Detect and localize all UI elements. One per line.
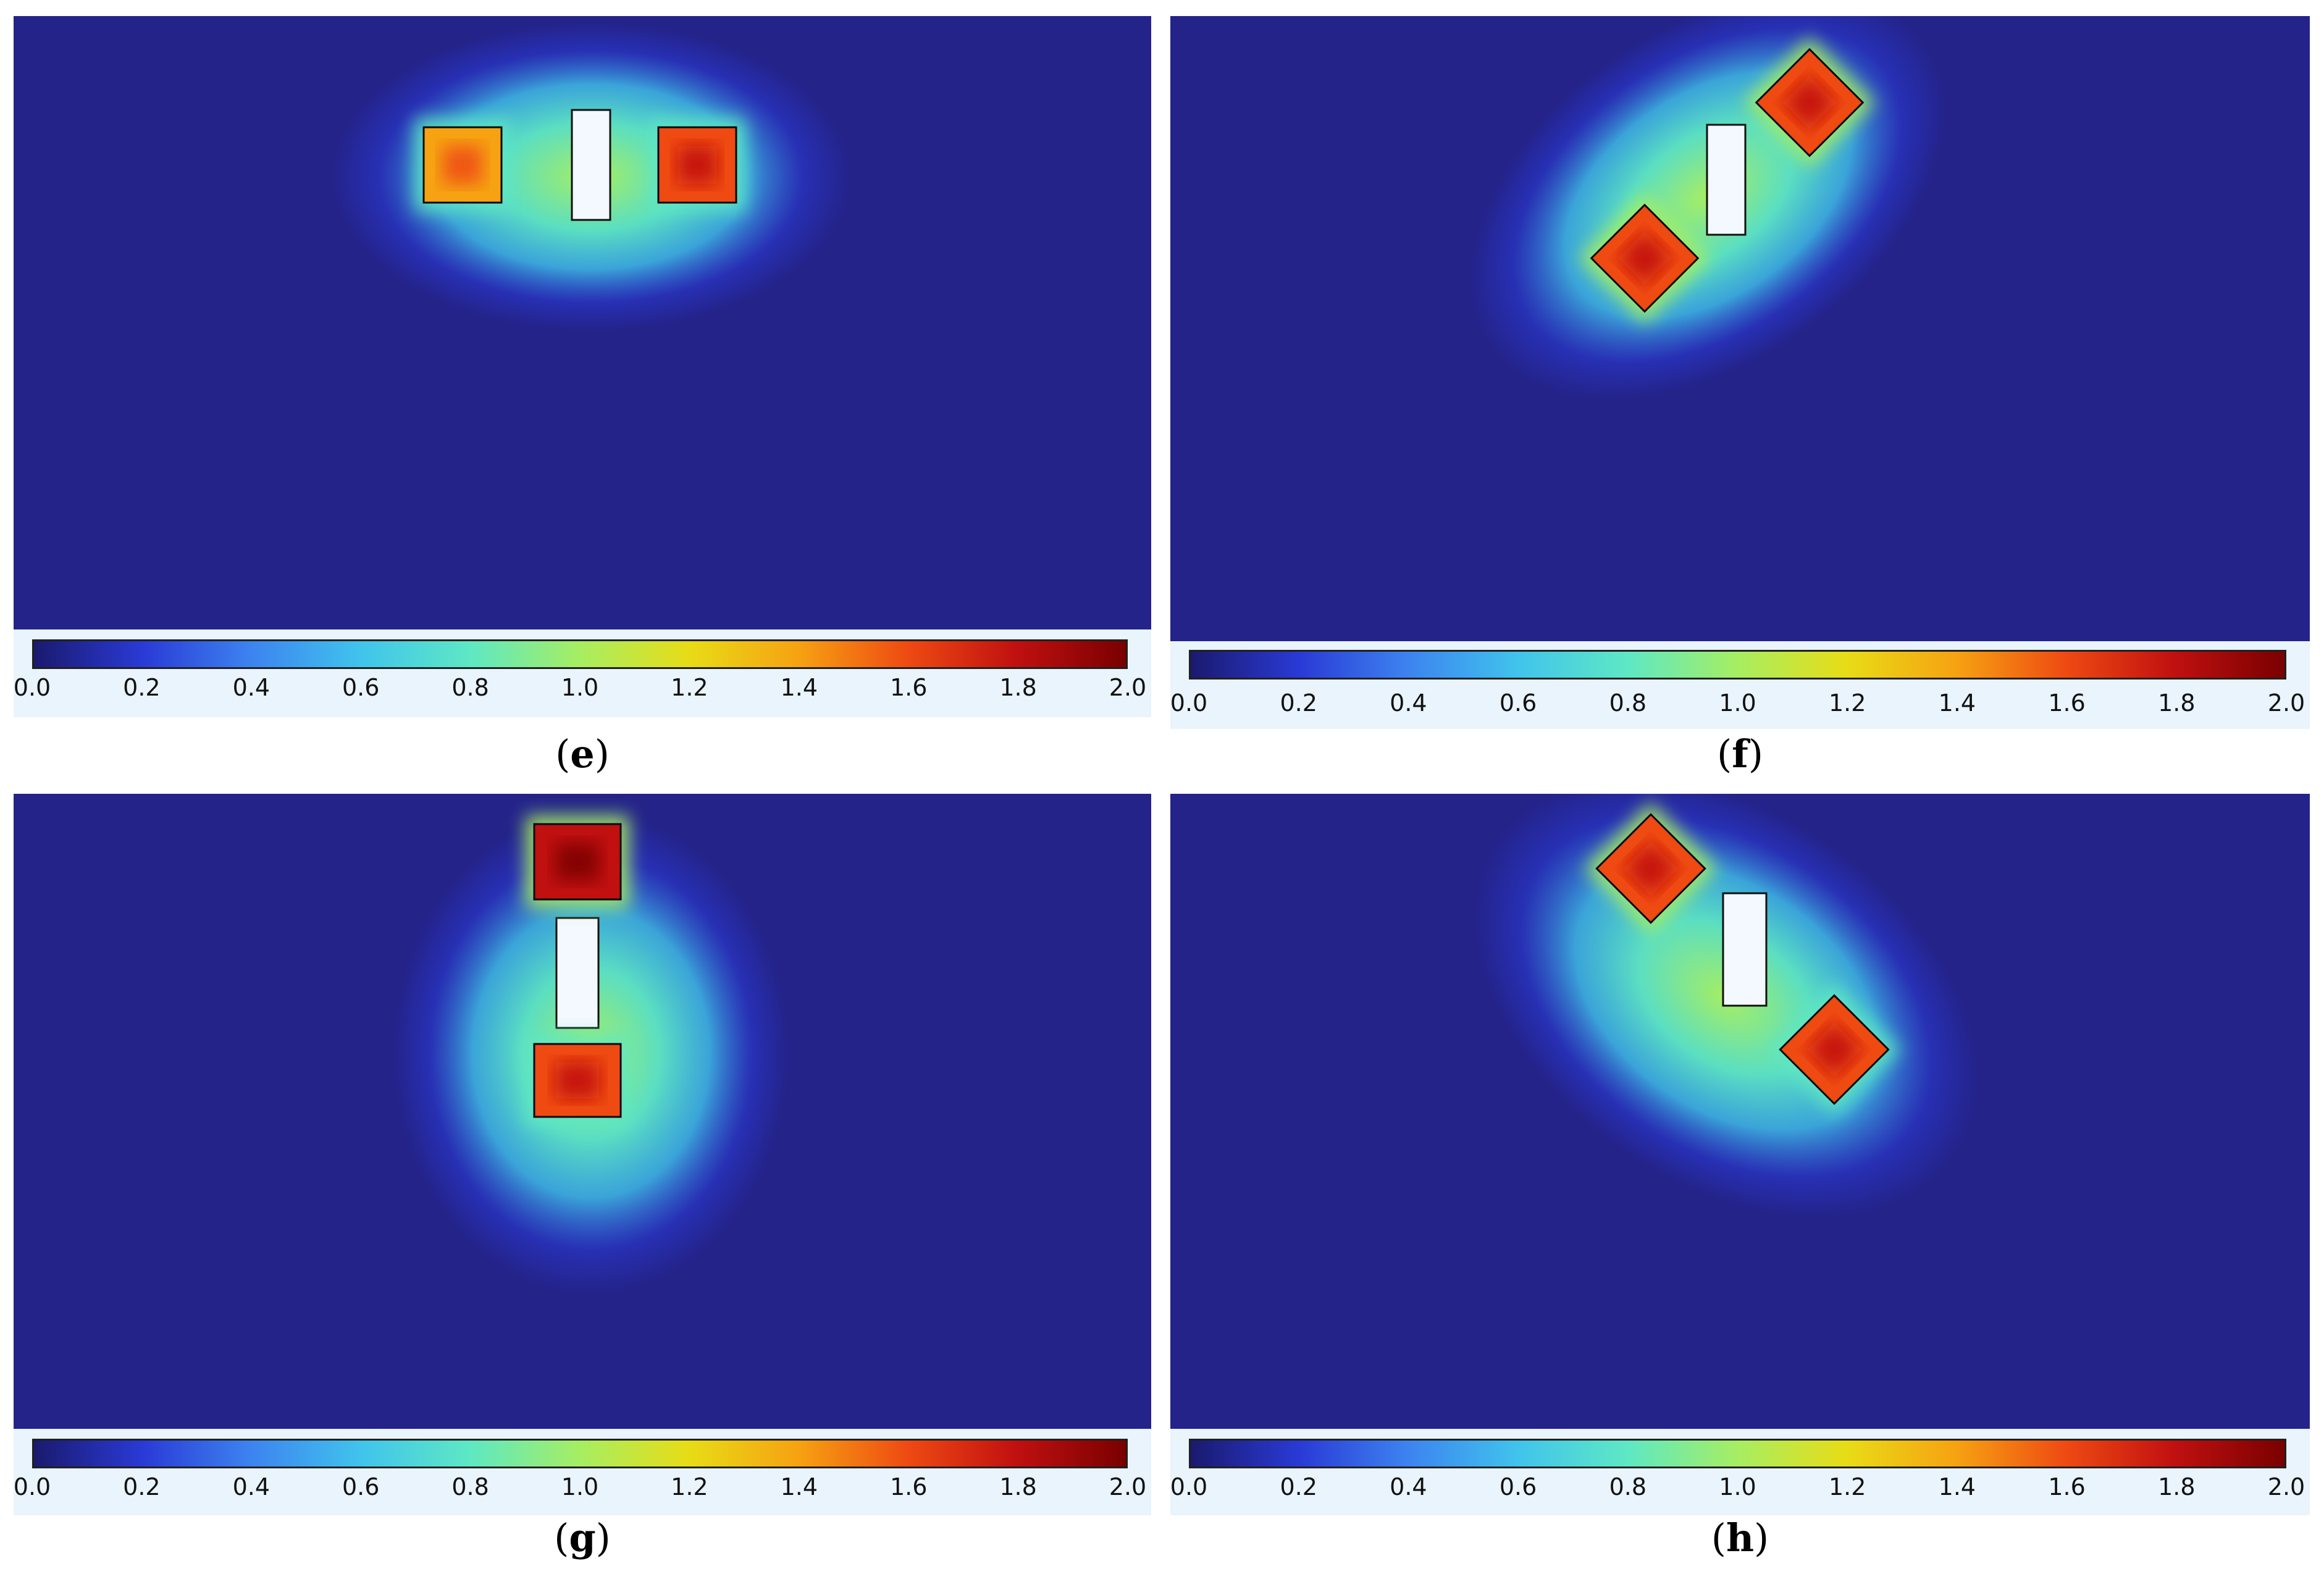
colorbar-tick-label: 1.2	[1828, 1473, 1866, 1500]
colorbar-tick-label: 0.6	[1499, 1473, 1537, 1500]
colorbar-tick-label: 0.8	[451, 1473, 489, 1500]
panel-caption: (h)	[1711, 1515, 1769, 1560]
plate-obstacle	[571, 109, 611, 221]
colorbar-tick-label: 0.0	[13, 1473, 51, 1500]
colorbar-tick-label: 0.6	[342, 1473, 380, 1500]
panel-caption: (f)	[1717, 731, 1763, 776]
heatmap-panel-g: 0.0 0.2 0.4 0.6 0.8 1.0 1.2 1.4 1.6 1.8 2.0	[14, 794, 1151, 1515]
panel-caption: (g)	[554, 1515, 611, 1560]
plate-obstacle	[1722, 892, 1768, 1007]
colorbar-panel: 0.0 0.2 0.4 0.6 0.8 1.0 1.2 1.4 1.6 1.8 2.0	[1170, 1429, 2310, 1515]
velocity-field	[14, 794, 1151, 1429]
heatmap-panel-h: 0.0 0.2 0.4 0.6 0.8 1.0 1.2 1.4 1.6 1.8 2.0	[1170, 794, 2310, 1515]
caption-close-paren: )	[594, 731, 610, 776]
caption-open-paren: (	[554, 1515, 569, 1560]
colorbar-tick-label: 1.8	[999, 1473, 1037, 1500]
heatmap-svg	[14, 794, 1151, 1429]
colorbar-tick-label: 1.8	[2158, 1473, 2196, 1500]
square-block-outline	[1590, 203, 1700, 313]
colorbar-panel: 0.0 0.2 0.4 0.6 0.8 1.0 1.2 1.4 1.6 1.8 2.0	[14, 629, 1151, 717]
plate-obstacle	[1706, 124, 1747, 236]
colorbar-tick-label: 1.2	[1828, 689, 1866, 717]
panel-caption: (e)	[555, 731, 610, 776]
colorbar-tick-label: 0.0	[13, 674, 51, 701]
colorbar-tick-label: 1.2	[671, 674, 708, 701]
colorbar-tick-label: 0.6	[1499, 689, 1537, 717]
velocity-field	[1170, 16, 2310, 641]
colorbar-tick-label: 0.4	[232, 674, 271, 701]
colorbar-gradient	[32, 1439, 1128, 1468]
colorbar-tick-label: 1.0	[561, 1473, 599, 1500]
colorbar-tick-label: 0.6	[342, 674, 380, 701]
heatmap-panel-f: 0.0 0.2 0.4 0.6 0.8 1.0 1.2 1.4 1.6 1.8 2.0	[1170, 16, 2310, 729]
square-block-outline	[422, 126, 503, 204]
caption-letter: g	[569, 1515, 596, 1560]
colorbar-tick-label: 1.6	[889, 1473, 928, 1500]
colorbar-tick-label: 0.4	[1390, 1473, 1427, 1500]
colorbar-tick-label: 0.2	[1280, 1473, 1317, 1500]
colorbar-gradient	[1189, 650, 2286, 680]
colorbar-tick-label: 1.8	[2158, 689, 2196, 717]
square-block-outline	[1779, 994, 1890, 1105]
caption-letter: h	[1726, 1515, 1755, 1560]
square-block-outline	[533, 823, 622, 901]
colorbar-tick-label: 2.0	[2267, 1473, 2305, 1500]
colorbar-tick-label: 0.2	[1280, 689, 1317, 717]
square-block-outline	[657, 126, 737, 204]
colorbar-tick-label: 1.8	[999, 674, 1037, 701]
square-block-outline	[1755, 48, 1865, 158]
colorbar-tick-label: 2.0	[1109, 1473, 1147, 1500]
heatmap-svg	[1170, 16, 2310, 641]
colorbar-tick-label: 1.6	[2048, 689, 2086, 717]
caption-letter: f	[1732, 731, 1748, 776]
colorbar-tick-label: 1.2	[671, 1473, 708, 1500]
block-velocity-core	[556, 1062, 599, 1099]
colorbar-tick-label: 0.4	[232, 1473, 271, 1500]
caption-close-paren: )	[1748, 731, 1764, 776]
caption-close-paren: )	[595, 1515, 611, 1560]
square-block-outline	[533, 1043, 622, 1118]
square-block-outline	[1595, 813, 1706, 924]
colorbar-tick-label: 0.0	[1170, 689, 1208, 717]
caption-open-paren: (	[1716, 731, 1732, 776]
block-velocity-core	[677, 146, 717, 184]
colorbar-gradient	[32, 639, 1128, 669]
colorbar-tick-label: 0.2	[123, 674, 161, 701]
colorbar-tick-label: 1.0	[1719, 689, 1756, 717]
colorbar-panel: 0.0 0.2 0.4 0.6 0.8 1.0 1.2 1.4 1.6 1.8 2.0	[14, 1429, 1151, 1515]
block-velocity-core	[1617, 231, 1672, 285]
plate-obstacle	[555, 917, 600, 1029]
colorbar-tick-label: 1.6	[2048, 1473, 2086, 1500]
colorbar-panel: 0.0 0.2 0.4 0.6 0.8 1.0 1.2 1.4 1.6 1.8 2.0	[1170, 641, 2310, 729]
velocity-field	[1170, 794, 2310, 1429]
colorbar-tick-label: 0.8	[1609, 689, 1647, 717]
block-velocity-core	[556, 843, 599, 881]
caption-open-paren: (	[1711, 1515, 1726, 1560]
velocity-field	[14, 16, 1151, 629]
colorbar-tick-label: 1.4	[780, 1473, 818, 1500]
colorbar-tick-label: 1.4	[1938, 1473, 1976, 1500]
caption-close-paren: )	[1754, 1515, 1769, 1560]
colorbar-tick-label: 0.0	[1170, 1473, 1208, 1500]
colorbar-tick-label: 1.0	[1719, 1473, 1756, 1500]
colorbar-tick-label: 0.2	[123, 1473, 161, 1500]
colorbar-tick-label: 1.6	[889, 674, 928, 701]
colorbar-tick-label: 2.0	[1109, 674, 1147, 701]
heatmap-svg	[1170, 794, 2310, 1429]
colorbar-tick-label: 1.4	[780, 674, 818, 701]
colorbar-tick-label: 0.8	[451, 674, 489, 701]
heatmap-svg	[14, 16, 1151, 629]
block-velocity-core	[1782, 75, 1837, 130]
heatmap-panel-e: 0.0 0.2 0.4 0.6 0.8 1.0 1.2 1.4 1.6 1.8 2.0	[14, 16, 1151, 717]
colorbar-tick-label: 1.0	[561, 674, 599, 701]
colorbar-tick-label: 0.4	[1390, 689, 1427, 717]
colorbar-tick-label: 0.8	[1609, 1473, 1647, 1500]
caption-letter: e	[570, 731, 595, 776]
block-velocity-core	[443, 146, 482, 184]
colorbar-tick-label: 1.4	[1938, 689, 1976, 717]
colorbar-tick-label: 2.0	[2267, 689, 2305, 717]
colorbar-gradient	[1189, 1439, 2286, 1468]
caption-open-paren: (	[555, 731, 571, 776]
